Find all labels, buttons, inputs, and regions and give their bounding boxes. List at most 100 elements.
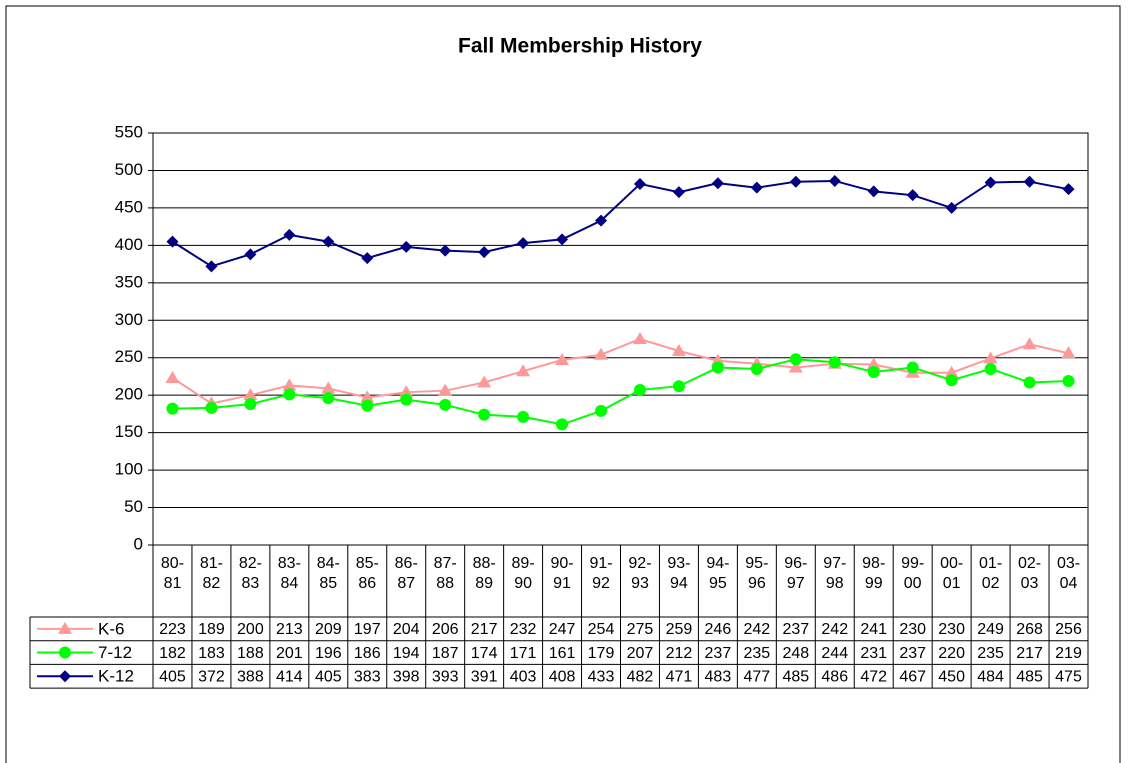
- table-value: 231: [860, 645, 887, 662]
- marker: [556, 418, 569, 431]
- marker: [205, 401, 218, 414]
- y-tick-label: 100: [115, 460, 143, 479]
- table-value: 171: [510, 645, 537, 662]
- x-tick-label: 03-04: [1056, 555, 1081, 592]
- table-value: 450: [938, 668, 965, 685]
- table-value: 230: [938, 621, 965, 638]
- marker: [906, 189, 919, 202]
- table-value: 241: [860, 621, 887, 638]
- series-line: [172, 358, 1069, 426]
- table-value: 486: [821, 668, 848, 685]
- table-value: 471: [666, 668, 693, 685]
- marker: [828, 356, 841, 369]
- x-tick-label: 96-97: [784, 555, 808, 592]
- marker: [711, 177, 724, 190]
- x-tick-label: 86-87: [394, 555, 418, 592]
- marker: [750, 362, 763, 375]
- table-value: 212: [666, 645, 693, 662]
- marker: [750, 181, 763, 194]
- marker: [244, 398, 257, 411]
- marker: [282, 378, 297, 391]
- x-tick-label: 01-02: [979, 555, 1003, 592]
- table-value: 235: [744, 645, 771, 662]
- y-tick-label: 300: [115, 310, 143, 329]
- table-value: 242: [744, 621, 771, 638]
- series-line: [171, 179, 1069, 268]
- table-value: 209: [315, 621, 342, 638]
- table-value: 242: [821, 621, 848, 638]
- y-tick-label: 50: [124, 497, 143, 516]
- x-tick-label: 93-94: [667, 555, 691, 592]
- marker: [866, 357, 881, 370]
- table-value: 388: [237, 668, 264, 685]
- marker: [595, 404, 608, 417]
- y-tick-label: 550: [115, 122, 143, 141]
- table-value: 232: [510, 621, 537, 638]
- table-value: 174: [471, 645, 498, 662]
- marker: [361, 399, 374, 412]
- table-value: 372: [198, 668, 225, 685]
- x-tick-label: 88-89: [472, 555, 496, 592]
- x-tick-label: 89-90: [511, 555, 535, 592]
- table-value: 237: [899, 645, 926, 662]
- marker: [59, 646, 71, 659]
- y-tick-label: 200: [115, 385, 143, 404]
- marker: [58, 621, 72, 634]
- marker: [1061, 346, 1076, 359]
- marker: [944, 365, 959, 378]
- marker: [166, 402, 179, 415]
- table-value: 187: [432, 645, 459, 662]
- marker: [945, 201, 958, 214]
- table-value: 244: [821, 645, 848, 662]
- marker: [828, 174, 841, 187]
- table-value: 230: [899, 621, 926, 638]
- legend-label: 7-12: [98, 643, 132, 662]
- plot-border: [152, 132, 1089, 546]
- marker: [633, 383, 646, 396]
- table-value: 189: [198, 621, 225, 638]
- table-value: 403: [510, 668, 537, 685]
- table-value: 248: [782, 645, 809, 662]
- table-value: 204: [393, 621, 420, 638]
- table-value: 249: [977, 621, 1004, 638]
- marker: [322, 235, 335, 248]
- marker: [555, 352, 570, 365]
- table-value: 197: [354, 621, 381, 638]
- marker: [516, 364, 531, 377]
- y-tick-label: 400: [115, 235, 143, 254]
- marker: [477, 375, 492, 388]
- table-value: 482: [627, 668, 654, 685]
- table-value: 246: [705, 621, 732, 638]
- y-tick-label: 0: [134, 534, 143, 553]
- marker: [438, 383, 453, 396]
- table-value: 207: [627, 645, 654, 662]
- x-tick-label: 98-99: [862, 555, 886, 592]
- x-tick-label: 94-95: [706, 555, 730, 592]
- table-value: 235: [977, 645, 1004, 662]
- marker: [595, 214, 608, 227]
- table-value: 405: [159, 668, 186, 685]
- x-tick-label: 83-84: [277, 555, 301, 592]
- marker: [1062, 374, 1075, 387]
- table-value: 183: [198, 645, 225, 662]
- table-value: 194: [393, 645, 420, 662]
- table-value: 268: [1016, 621, 1043, 638]
- y-tick-label: 450: [115, 197, 143, 216]
- marker: [984, 176, 997, 189]
- table-value: 477: [744, 668, 771, 685]
- marker: [867, 185, 880, 198]
- table-value: 186: [354, 645, 381, 662]
- table-value: 256: [1055, 621, 1082, 638]
- marker: [244, 248, 257, 261]
- marker: [283, 388, 296, 401]
- marker: [517, 237, 530, 250]
- table-value: 254: [588, 621, 615, 638]
- marker: [478, 246, 491, 259]
- table-value: 433: [588, 668, 615, 685]
- y-tick-label: 350: [115, 272, 143, 291]
- chart-title: Fall Membership History: [458, 35, 702, 58]
- table-value: 475: [1055, 668, 1082, 685]
- table-value: 223: [159, 621, 186, 638]
- x-tick-label: 95-96: [745, 555, 769, 592]
